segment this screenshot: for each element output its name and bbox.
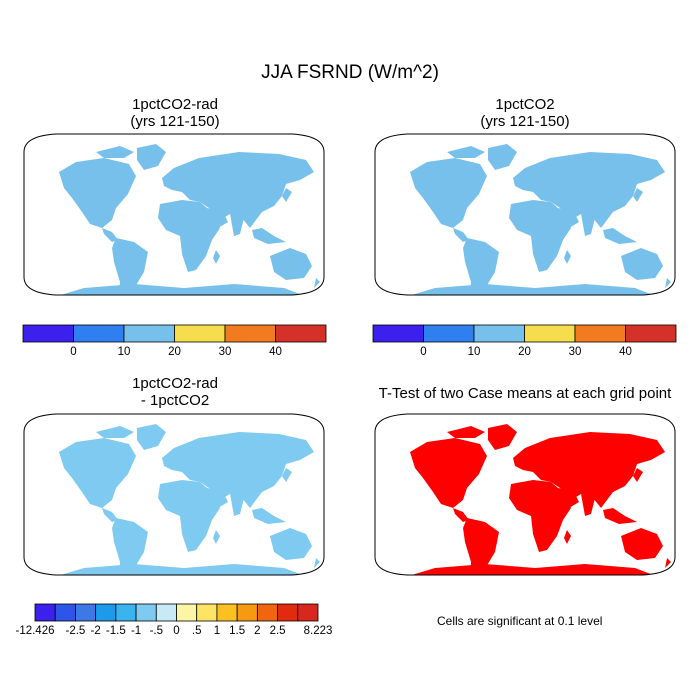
colorbar-diff-swatch	[155, 603, 177, 622]
panel-2-title-line2: (yrs 121-150)	[480, 113, 570, 130]
colorbar-diff-label: 1	[213, 625, 221, 637]
colorbar-mean-1-swatch	[275, 324, 327, 343]
panel-1-title-line2: (yrs 121-150)	[130, 113, 220, 130]
colorbar-diff-swatch	[176, 603, 198, 622]
colorbar-mean-2-label: 40	[619, 346, 632, 358]
colorbar-mean-2-swatch	[372, 324, 424, 343]
colorbar-diff-label: -2	[90, 625, 101, 637]
significance-note: Cells are significant at 0.1 level	[437, 614, 603, 628]
colorbar-mean-2-swatch	[473, 324, 525, 343]
colorbar-diff-swatch	[115, 603, 137, 622]
colorbar-mean-1-label: 40	[269, 346, 282, 358]
colorbar-diff-swatch	[34, 603, 56, 622]
colorbar-mean-2-label: 10	[467, 346, 481, 358]
colorbar-mean-1-swatch	[123, 324, 175, 343]
map-panel-1	[23, 133, 325, 296]
map-panel-3	[23, 413, 325, 576]
colorbar-diff-label: 0	[173, 625, 180, 637]
panel-4-title: T-Test of two Case means at each grid po…	[350, 385, 700, 402]
colorbar-mean-1-label: 20	[168, 346, 181, 358]
colorbar-diff-swatch	[75, 603, 97, 622]
colorbar-diff-label: .5	[191, 625, 202, 637]
colorbar-diff-label: -1	[130, 625, 142, 637]
colorbar-diff-swatch	[236, 603, 258, 622]
figure-title: JJA FSRND (W/m^2)	[261, 62, 439, 83]
colorbar-diff-label: 1.5	[229, 625, 246, 637]
panel-4-title-line1: T-Test of two Case means at each grid po…	[378, 385, 672, 402]
panel-1-title: 1pctCO2-rad (yrs 121-150)	[25, 96, 325, 130]
colorbar-diff-swatch	[196, 603, 218, 622]
colorbar-panel-2	[372, 324, 677, 343]
colorbar-diff-label: -12.426	[15, 625, 55, 637]
colorbar-mean-2-swatch	[574, 324, 626, 343]
colorbar-diff-label: 2.5	[269, 625, 286, 637]
colorbar-diff-swatch	[95, 603, 117, 622]
colorbar-diff-swatch	[135, 603, 157, 622]
colorbar-diff-swatch	[256, 603, 278, 622]
panel-3-title: 1pctCO2-rad - 1pctCO2	[25, 375, 325, 409]
panel-2-title: 1pctCO2 (yrs 121-150)	[375, 96, 675, 130]
colorbar-mean-2-label: 30	[568, 346, 582, 358]
colorbar-mean-2-swatch	[625, 324, 677, 343]
colorbar-diff-label: -.5	[149, 625, 163, 637]
colorbar-diff-swatch	[297, 603, 319, 622]
colorbar-diff-swatch	[216, 603, 238, 622]
colorbar-mean-1-swatch	[22, 324, 74, 343]
colorbar-mean-2-swatch	[524, 324, 576, 343]
colorbar-diff-label: -1.5	[105, 625, 126, 637]
colorbar-diff-swatch	[54, 603, 76, 622]
panel-1-title-line1: 1pctCO2-rad	[132, 96, 218, 113]
colorbar-diff-swatch	[277, 603, 299, 622]
colorbar-mean-1-label: 10	[117, 346, 131, 358]
colorbar-mean-2-label: 0	[420, 346, 427, 358]
colorbar-mean-1-swatch	[224, 324, 276, 343]
colorbar-mean-2-swatch	[423, 324, 475, 343]
colorbar-diff-label: 8.223	[303, 625, 333, 637]
map-panel-4	[374, 413, 676, 576]
colorbar-diff-label: -2.5	[65, 625, 86, 637]
colorbar-diff-label: 2	[254, 625, 261, 637]
colorbar-mean-1-swatch	[73, 324, 125, 343]
colorbar-difference	[34, 603, 319, 622]
panel-2-title-line1: 1pctCO2	[495, 96, 555, 113]
panel-3-title-line1: 1pctCO2-rad	[132, 375, 218, 392]
colorbar-mean-2-label: 20	[518, 346, 531, 358]
colorbar-mean-1-swatch	[174, 324, 226, 343]
colorbar-mean-1-label: 30	[218, 346, 232, 358]
panel-3-title-line2: - 1pctCO2	[140, 392, 210, 409]
colorbar-mean-1-label: 0	[70, 346, 77, 358]
colorbar-panel-1	[22, 324, 327, 343]
map-panel-2	[374, 133, 676, 296]
